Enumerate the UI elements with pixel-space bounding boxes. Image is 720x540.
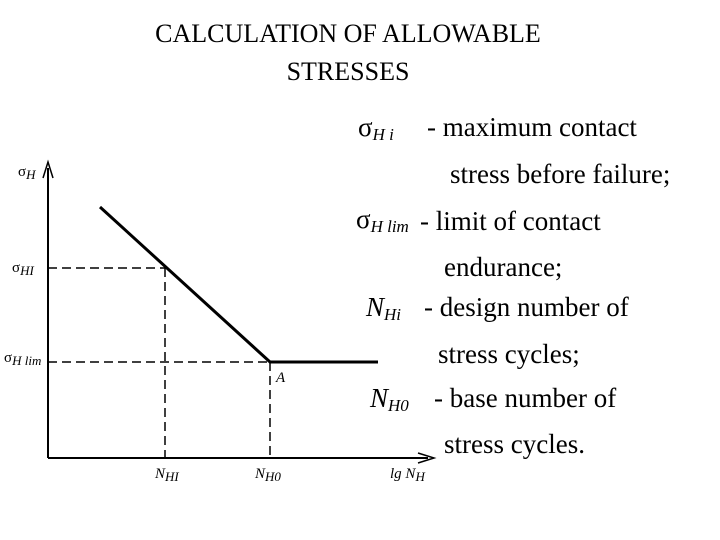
definition: endurance; — [444, 252, 562, 282]
title: STRESSES — [287, 57, 410, 86]
symbol-sub: H lim — [11, 353, 41, 368]
symbol-sub: HI — [164, 469, 179, 484]
definition: - design number of — [424, 292, 629, 322]
symbol-sub: H0 — [387, 396, 409, 415]
symbol-sub: H i — [372, 125, 395, 144]
symbol-base: N — [365, 292, 386, 322]
definition: - base number of — [434, 383, 616, 413]
symbol-sub: HI — [19, 263, 34, 278]
definition: stress cycles. — [444, 429, 585, 459]
axis-label: lg NH — [390, 466, 425, 484]
diagram — [42, 159, 437, 464]
definition: - maximum contact — [427, 112, 637, 142]
symbol: NH0 — [369, 383, 409, 415]
symbol-sub: H — [414, 469, 425, 484]
symbol-base: N — [154, 466, 166, 482]
symbol-base: σ — [356, 204, 371, 234]
symbol-base: σ — [18, 164, 26, 180]
definition: stress cycles; — [438, 339, 580, 369]
symbol-base: N — [254, 466, 266, 482]
y-label: σHI — [12, 260, 34, 278]
symbol: σH lim — [356, 204, 409, 236]
symbol-sub: H — [25, 167, 36, 182]
x-label: NH0 — [254, 466, 281, 484]
symbol: σH i — [358, 112, 394, 144]
x-label: NHI — [154, 466, 179, 484]
axis-label: σH — [18, 164, 36, 182]
point-label: A — [275, 370, 286, 386]
definition: stress before failure; — [450, 159, 670, 189]
y-label: σH lim — [4, 350, 41, 368]
symbol-base: σ — [12, 260, 20, 276]
symbol-base: σ — [358, 112, 373, 142]
guides — [48, 267, 271, 458]
symbol-base: σ — [4, 350, 12, 366]
fatigue-curve — [98, 205, 378, 364]
symbol-base: N — [369, 383, 390, 413]
symbol-base: N — [404, 466, 416, 482]
arrow — [417, 452, 437, 464]
symbol-sub: H lim — [370, 217, 409, 236]
arrow — [42, 159, 54, 179]
axis-prefix: lg — [390, 466, 402, 482]
symbol-sub: Hi — [383, 305, 401, 324]
title: CALCULATION OF ALLOWABLE — [155, 19, 541, 48]
definition: - limit of contact — [420, 206, 601, 236]
symbol: NHi — [365, 292, 401, 324]
symbol-sub: H0 — [264, 469, 281, 484]
